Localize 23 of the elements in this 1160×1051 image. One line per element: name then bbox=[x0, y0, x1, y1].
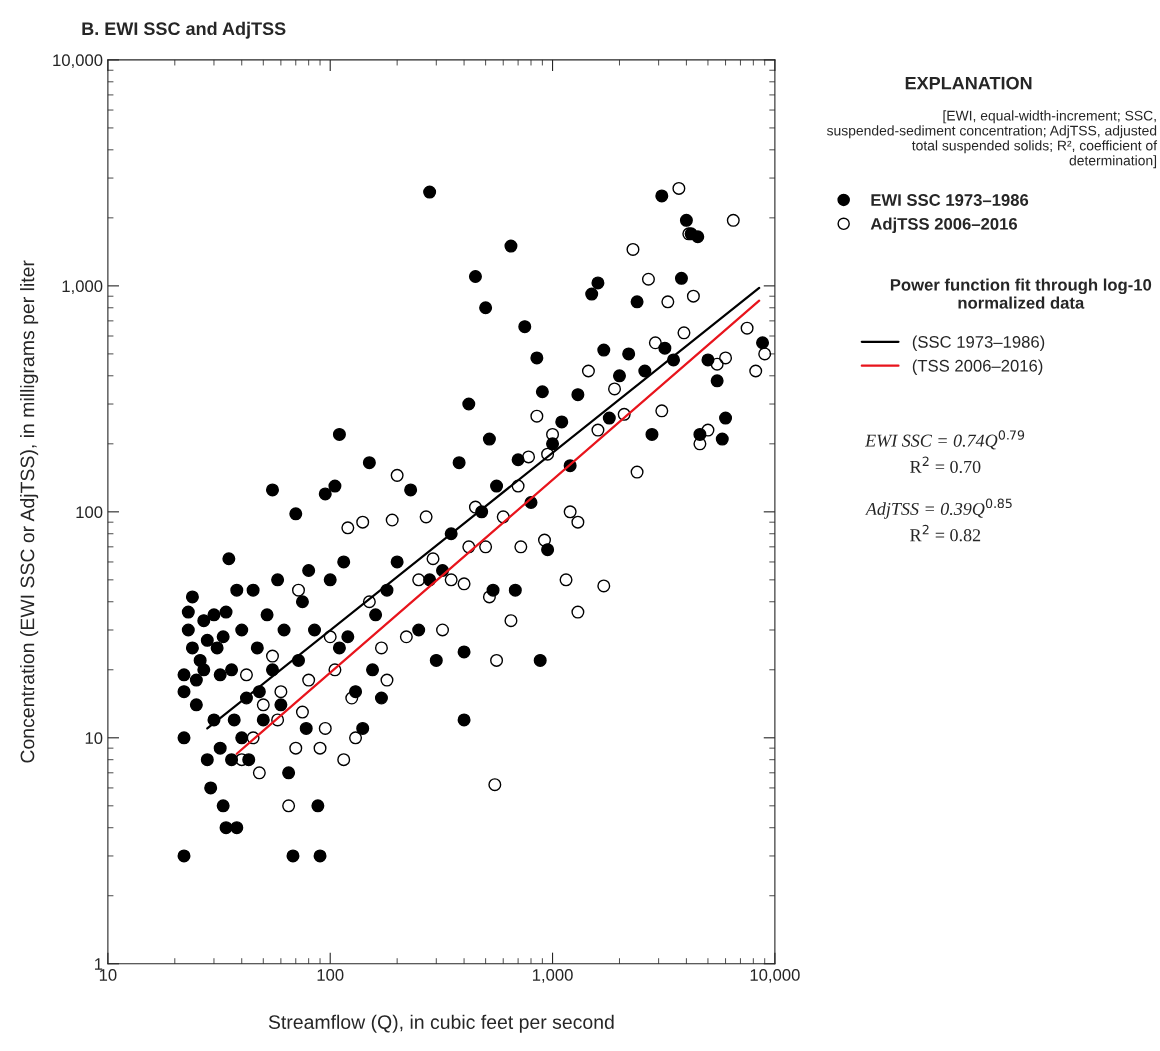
y-tick-label: 10 bbox=[85, 732, 103, 745]
x-axis-title: Streamflow (Q), in cubic feet per second bbox=[268, 1014, 614, 1033]
y-tick-label: 1 bbox=[95, 958, 103, 970]
y-tick-label: 1,000 bbox=[62, 280, 103, 295]
x-tick-label: 100 bbox=[317, 969, 344, 981]
x-tick-label: 10 bbox=[99, 969, 117, 981]
chart-title: B. EWI SSC and AdjTSS bbox=[82, 21, 286, 39]
text: EWI SSC = 0.74Q$^{0.79}$ bbox=[864, 430, 1025, 450]
y-tick-label: 10,000 bbox=[53, 54, 103, 69]
text: R$^{2}$ = 0.70 bbox=[910, 456, 981, 474]
legend-label: EWI SSC 1973–1986 bbox=[871, 194, 1029, 206]
y-tick-label: 100 bbox=[76, 506, 103, 519]
x-tick-label: 10,000 bbox=[750, 969, 800, 983]
text: AdjTSS = 0.39Q$^{0.85}$ bbox=[864, 498, 1012, 519]
legend-label: (SSC 1973–1986) bbox=[912, 335, 1045, 352]
text: R$^{2}$ = 0.82 bbox=[910, 524, 981, 542]
legend-label: AdjTSS 2006–2016 bbox=[870, 217, 1018, 234]
text: Power function fit through log-10 normalized data bbox=[890, 278, 1152, 309]
y-axis-title: Concentration (EWI SSC or AdjTSS), in milligrams per liter bbox=[20, 260, 39, 763]
legend-label: (TSS 2006–2016) bbox=[912, 359, 1043, 375]
legend-title: EXPLANATION bbox=[905, 76, 1032, 90]
x-tick-label: 1,000 bbox=[532, 969, 573, 983]
text: [EWI, equal-width-increment; SSC, suspended-sediment concentration; AdjTSS, adjusted total suspended solids; R², coefficient of determination] bbox=[826, 110, 1158, 169]
